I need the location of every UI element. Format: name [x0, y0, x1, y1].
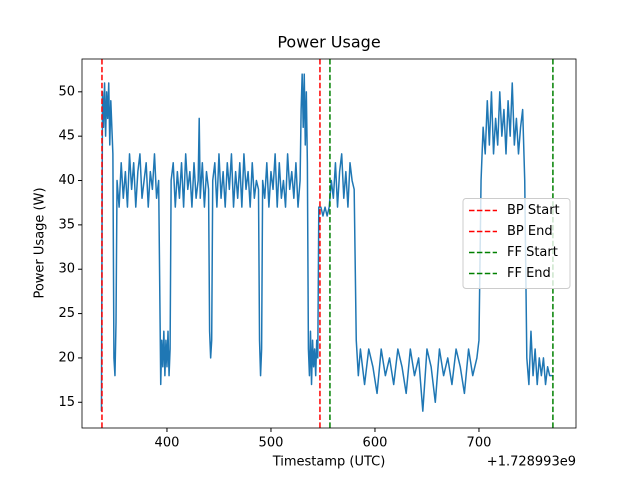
y-tick-label: 30	[58, 262, 75, 277]
plot-frame	[81, 58, 577, 429]
x-tick-label: 600	[363, 436, 388, 451]
legend-label: FF End	[507, 266, 551, 281]
y-tick-label: 20	[58, 350, 75, 365]
y-tick-label: 50	[58, 84, 75, 99]
x-tick-label: 700	[467, 436, 492, 451]
y-tick-label: 45	[58, 129, 75, 144]
legend-label: BP Start	[507, 203, 560, 218]
y-axis-label: Power Usage (W)	[33, 187, 48, 298]
legend-label: BP End	[507, 224, 553, 239]
y-tick-label: 35	[58, 217, 75, 232]
data-line	[100, 73, 553, 412]
x-offset-label: +1.728993e9	[487, 455, 576, 470]
y-tick-label: 15	[58, 395, 75, 410]
x-tick-label: 400	[155, 436, 180, 451]
x-tick-label: 500	[259, 436, 284, 451]
x-axis-label: Timestamp (UTC)	[272, 455, 386, 470]
chart-title: Power Usage	[277, 33, 380, 52]
y-tick-label: 25	[58, 306, 75, 321]
legend-label: FF Start	[507, 245, 558, 260]
legend-box	[462, 198, 571, 289]
y-tick-label: 40	[58, 173, 75, 188]
